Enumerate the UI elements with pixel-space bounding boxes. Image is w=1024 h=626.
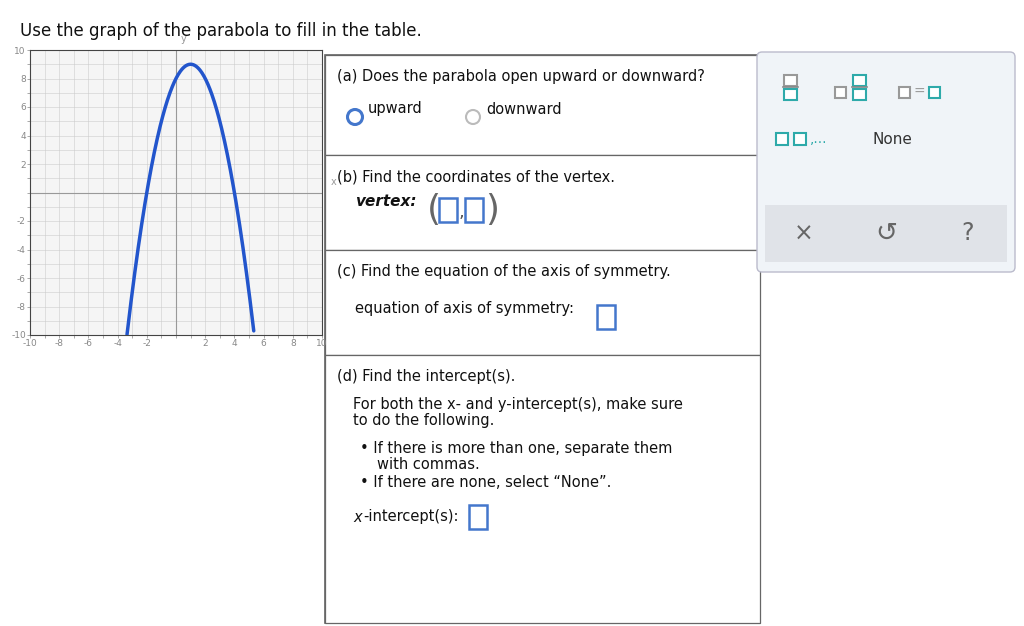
Bar bbox=[469, 505, 487, 529]
Text: x: x bbox=[331, 177, 337, 187]
Text: • If there is more than one, separate them: • If there is more than one, separate th… bbox=[360, 441, 673, 456]
Text: None: None bbox=[872, 131, 912, 146]
Text: vertex:: vertex: bbox=[355, 195, 417, 210]
Text: downward: downward bbox=[486, 101, 561, 116]
Bar bbox=[597, 305, 615, 329]
Bar bbox=[325, 155, 760, 250]
Bar bbox=[325, 55, 760, 155]
Bar bbox=[853, 88, 865, 100]
Text: ,...: ,... bbox=[810, 132, 827, 146]
Text: ): ) bbox=[485, 193, 499, 227]
Bar bbox=[325, 250, 760, 355]
Text: ,: , bbox=[459, 203, 465, 221]
Text: upward: upward bbox=[368, 101, 423, 116]
Text: ×: × bbox=[795, 222, 814, 245]
Bar bbox=[439, 198, 457, 222]
Bar bbox=[794, 133, 806, 145]
Text: with commas.: with commas. bbox=[377, 457, 480, 472]
Text: ↺: ↺ bbox=[874, 220, 897, 247]
Bar bbox=[465, 198, 483, 222]
Text: • If there are none, select “None”.: • If there are none, select “None”. bbox=[360, 475, 611, 490]
Bar bbox=[765, 205, 1007, 262]
Text: For both the x- and y-intercept(s), make sure: For both the x- and y-intercept(s), make… bbox=[353, 397, 683, 412]
Bar bbox=[835, 86, 846, 98]
Text: x: x bbox=[353, 510, 361, 525]
Text: (d) Find the intercept(s).: (d) Find the intercept(s). bbox=[337, 369, 515, 384]
Text: (b) Find the coordinates of the vertex.: (b) Find the coordinates of the vertex. bbox=[337, 169, 615, 184]
FancyBboxPatch shape bbox=[757, 52, 1015, 272]
Bar bbox=[929, 86, 939, 98]
Bar bbox=[325, 55, 760, 623]
Bar bbox=[853, 74, 865, 86]
Text: Use the graph of the parabola to fill in the table.: Use the graph of the parabola to fill in… bbox=[20, 22, 422, 40]
Text: =: = bbox=[913, 85, 925, 99]
Text: -intercept(s):: -intercept(s): bbox=[362, 510, 459, 525]
Bar bbox=[776, 133, 788, 145]
Bar bbox=[325, 355, 760, 623]
Text: ?: ? bbox=[962, 222, 974, 245]
Text: (: ( bbox=[427, 193, 441, 227]
Text: (a) Does the parabola open upward or downward?: (a) Does the parabola open upward or dow… bbox=[337, 69, 705, 84]
Text: to do the following.: to do the following. bbox=[353, 413, 495, 428]
Text: (c) Find the equation of the axis of symmetry.: (c) Find the equation of the axis of sym… bbox=[337, 264, 671, 279]
Text: equation of axis of symmetry:: equation of axis of symmetry: bbox=[355, 302, 574, 317]
Bar bbox=[898, 86, 909, 98]
Bar bbox=[783, 74, 797, 86]
Bar bbox=[783, 88, 797, 100]
Text: y: y bbox=[181, 34, 186, 44]
